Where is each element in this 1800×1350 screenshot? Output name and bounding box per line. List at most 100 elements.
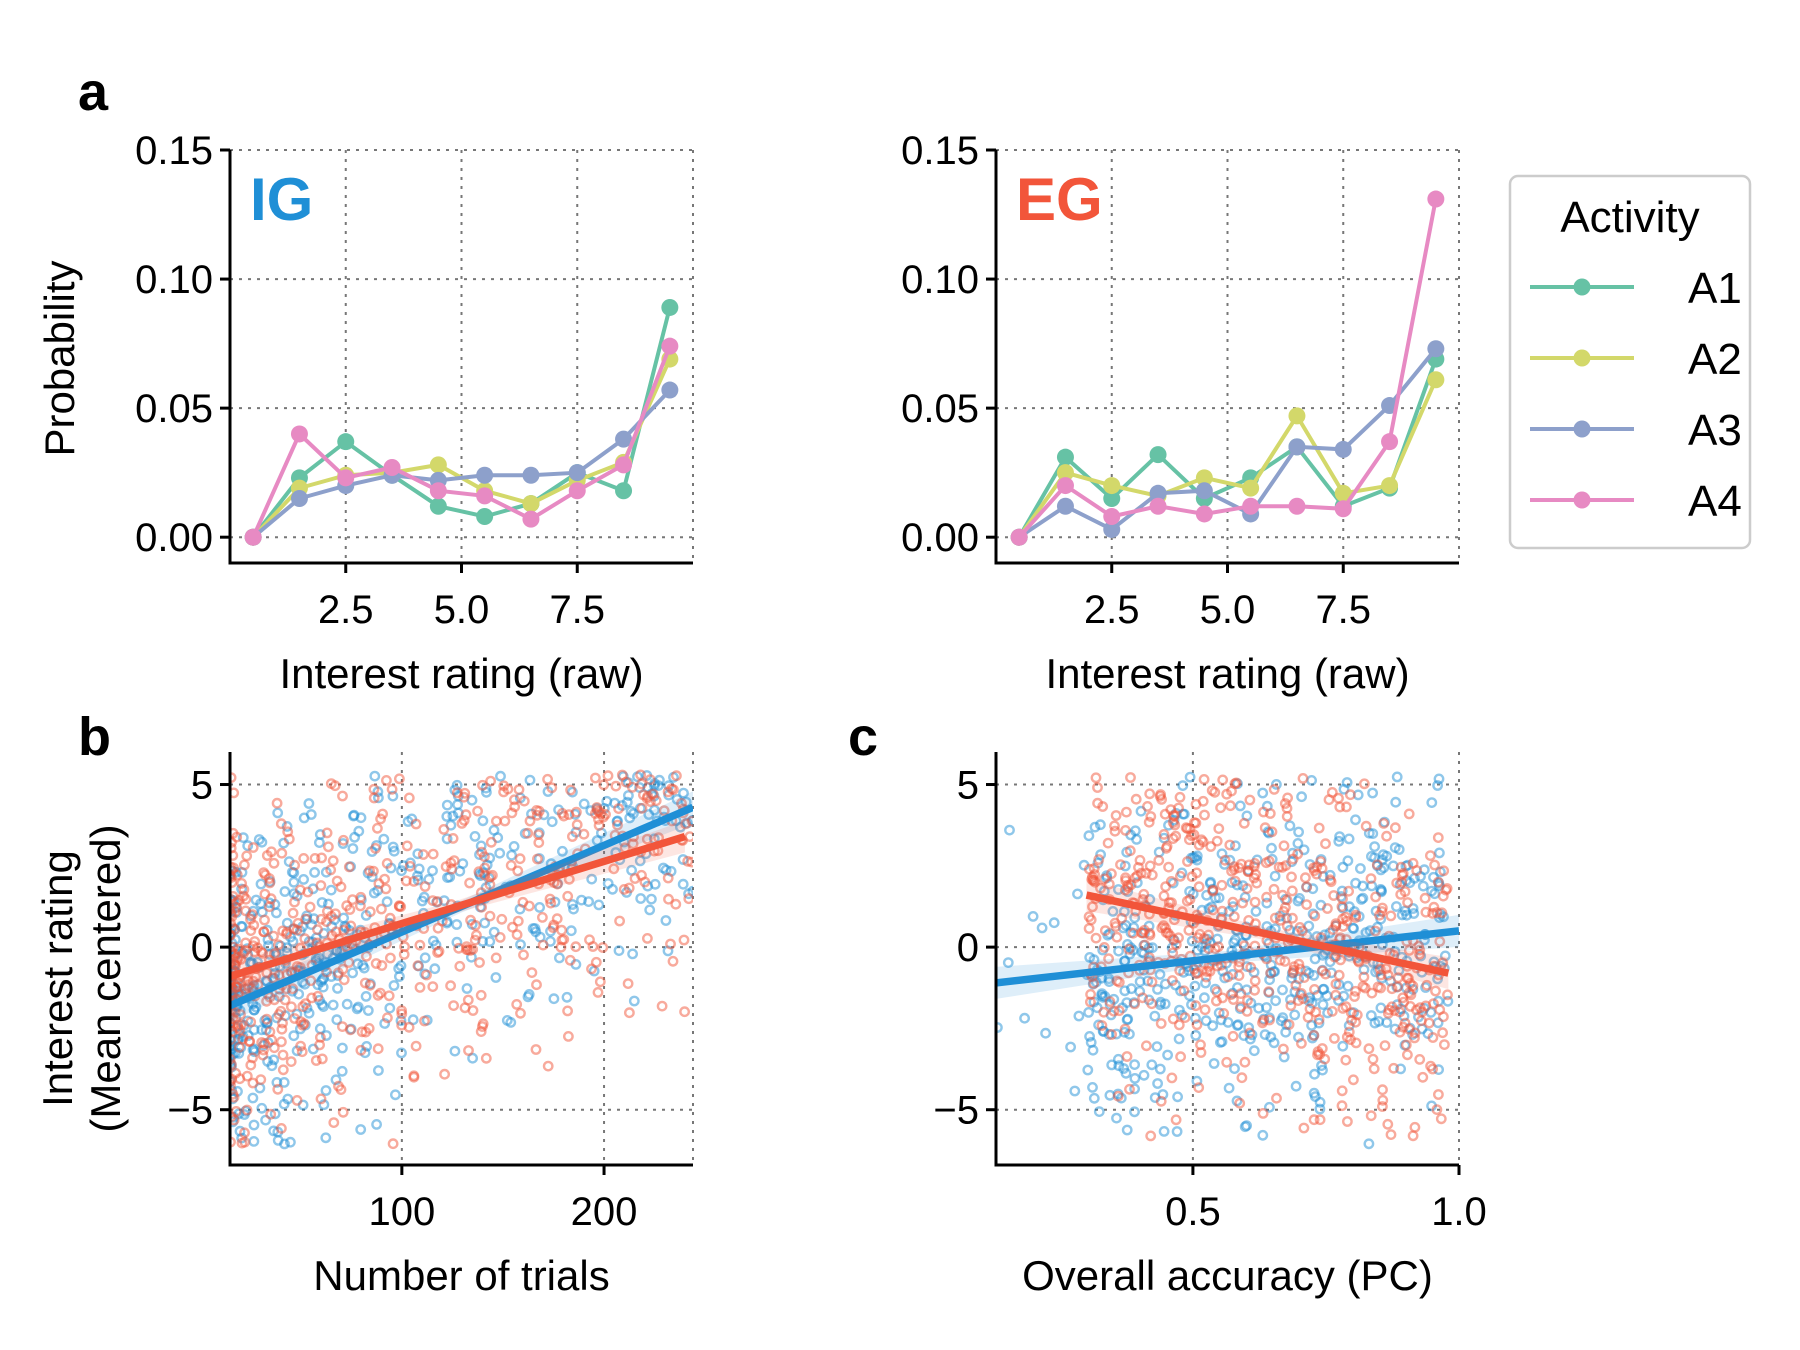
scatter-point: [371, 1119, 382, 1130]
scatter-point: [249, 936, 261, 947]
scatter-point: [1389, 1005, 1401, 1016]
scatter-point: [1141, 1040, 1152, 1052]
scatter-point: [1391, 877, 1403, 889]
scatter-point: [1095, 849, 1107, 860]
legend-label: A1: [1688, 264, 1742, 313]
scatter-point: [414, 939, 426, 951]
scatter-point: [488, 926, 500, 938]
scatter-point: [1244, 1027, 1256, 1039]
data-point: [522, 510, 540, 528]
data-point: [1056, 477, 1074, 495]
scatter-point: [322, 841, 334, 853]
scatter-point: [263, 940, 274, 951]
scatter-point: [317, 981, 329, 993]
scatter-point: [337, 790, 348, 802]
scatter-point: [484, 852, 496, 864]
scatter-point: [484, 910, 496, 922]
scatter-point: [1225, 800, 1236, 812]
data-point: [290, 489, 308, 507]
scatter-point: [1433, 1089, 1444, 1100]
scatter-point: [372, 792, 384, 804]
scatter-point: [1428, 998, 1439, 1009]
data-point: [1195, 469, 1213, 487]
scatter-point: [1192, 944, 1204, 956]
scatter-point: [533, 805, 545, 817]
scatter-point: [372, 1065, 384, 1076]
scatter-point: [1219, 854, 1231, 866]
scatter-point: [1317, 1064, 1328, 1076]
scatter-point: [277, 1017, 288, 1029]
legend-marker: [1573, 491, 1591, 509]
scatter-point: [249, 946, 261, 958]
scatter-point: [1124, 948, 1136, 960]
scatter-point: [1083, 911, 1095, 923]
scatter-point: [628, 808, 639, 819]
scatter-point: [1228, 911, 1240, 922]
data-point: [615, 430, 633, 448]
scatter-point: [269, 1108, 281, 1120]
scatter-point: [273, 969, 285, 981]
scatter-point: [315, 1093, 327, 1105]
scatter-point: [1380, 963, 1392, 974]
x-tick-label: 7.5: [1315, 588, 1371, 632]
scatter-point: [364, 979, 376, 991]
scatter-point: [1004, 824, 1015, 836]
series-line: [1017, 198, 1438, 539]
scatter-point: [1271, 1092, 1282, 1104]
scatter-point: [239, 1127, 250, 1139]
data-point: [1149, 497, 1167, 515]
scatter-point: [1174, 965, 1186, 976]
scatter-point: [421, 969, 432, 981]
scatter-point: [683, 888, 693, 900]
scatter-point: [542, 773, 553, 785]
scatter-point: [278, 1077, 290, 1088]
scatter-point: [490, 952, 502, 964]
scatter-point: [1257, 1129, 1269, 1141]
scatter-point: [230, 862, 239, 874]
scatter-point: [1407, 857, 1419, 869]
scatter-point: [1317, 949, 1329, 961]
scatter-point: [1191, 850, 1203, 862]
scatter-point: [1341, 777, 1353, 788]
scatter-point: [404, 860, 416, 872]
scatter-point: [232, 1022, 244, 1034]
y-tick-label: 0.10: [901, 258, 979, 302]
data-point: [1242, 497, 1260, 515]
scatter-point: [417, 849, 429, 860]
scatter-point: [264, 877, 276, 889]
legend-label: A4: [1688, 477, 1742, 526]
data-point: [661, 337, 679, 355]
scatter-point: [533, 837, 545, 848]
series-line: [251, 307, 672, 539]
scatter-point: [384, 1002, 396, 1014]
data-point: [1288, 407, 1306, 425]
scatter-point: [1190, 1012, 1201, 1024]
scatter-point: [343, 861, 355, 873]
scatter-point: [463, 1045, 474, 1056]
scatter-point: [1073, 1010, 1085, 1022]
scatter-point: [1257, 1108, 1269, 1119]
scatter-point: [269, 948, 280, 960]
scatter-point: [329, 780, 341, 792]
scatter-point: [393, 971, 405, 982]
scatter-point: [1166, 1072, 1178, 1084]
scatter-point: [546, 816, 558, 828]
scatter-point: [1217, 774, 1229, 786]
scatter-point: [1160, 881, 1172, 892]
scatter-point: [1281, 811, 1293, 822]
scatter-point: [320, 1030, 332, 1041]
y-tick-label: 0: [957, 926, 979, 970]
scatter-point: [635, 893, 647, 904]
group-tag: EG: [1016, 166, 1103, 233]
scatter-point: [393, 773, 405, 785]
scatter-point: [1099, 925, 1111, 936]
scatter-point: [1290, 980, 1302, 991]
scatter-point: [636, 869, 647, 881]
scatter-point: [234, 1024, 246, 1036]
plot-area: [230, 769, 693, 1150]
scatter-point: [1163, 897, 1175, 908]
scatter-point: [1184, 771, 1196, 783]
scatter-point: [495, 770, 506, 782]
scatter-point: [1266, 842, 1277, 854]
scatter-point: [1343, 885, 1355, 897]
